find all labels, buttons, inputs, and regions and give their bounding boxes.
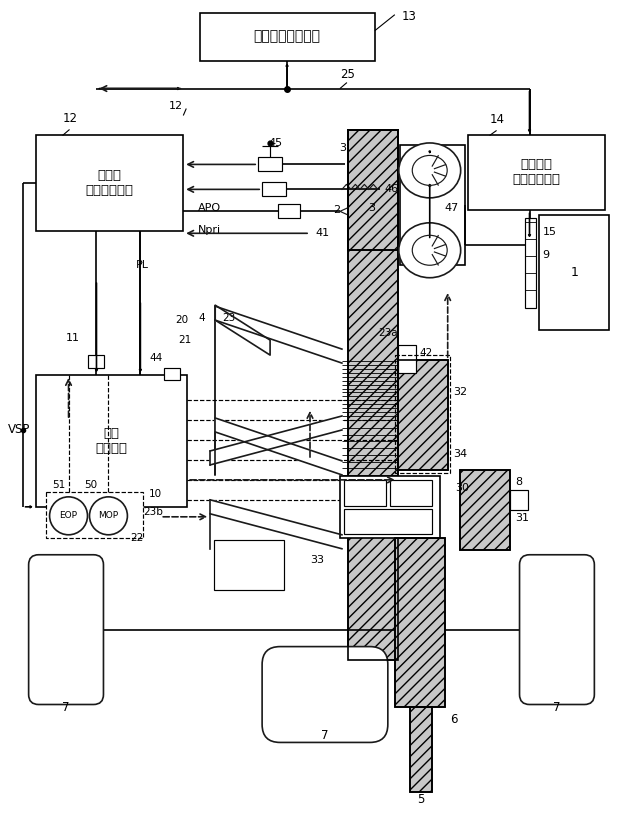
Text: 23: 23: [222, 313, 236, 324]
Bar: [348, 130, 398, 659]
FancyBboxPatch shape: [262, 646, 388, 743]
Text: 14: 14: [490, 114, 504, 126]
Text: 10: 10: [149, 489, 162, 499]
Bar: [344, 480, 386, 506]
Bar: [278, 205, 300, 219]
Text: 6: 6: [450, 713, 457, 726]
Bar: [460, 470, 509, 550]
Text: 23a: 23a: [378, 328, 398, 338]
Text: 34: 34: [453, 449, 468, 459]
Text: APO: APO: [198, 203, 221, 213]
Text: 7: 7: [62, 701, 69, 714]
Bar: [258, 157, 282, 171]
Text: 1: 1: [570, 265, 578, 278]
Bar: [35, 135, 183, 231]
Bar: [398, 345, 415, 373]
Ellipse shape: [399, 223, 461, 278]
Bar: [390, 480, 432, 506]
Text: 31: 31: [516, 513, 529, 523]
Polygon shape: [215, 305, 270, 355]
Bar: [395, 355, 450, 473]
Text: エンジン
コントローラ: エンジン コントローラ: [513, 158, 560, 187]
Text: 44: 44: [149, 353, 162, 363]
Text: 12: 12: [169, 101, 183, 111]
Polygon shape: [215, 418, 342, 475]
Text: 46: 46: [385, 184, 399, 194]
Bar: [348, 130, 398, 659]
Bar: [214, 540, 284, 590]
Bar: [200, 12, 375, 61]
Bar: [400, 146, 465, 265]
Text: Npri: Npri: [198, 225, 221, 235]
Bar: [539, 215, 610, 330]
Text: 22: 22: [131, 533, 144, 543]
Polygon shape: [210, 416, 342, 465]
Ellipse shape: [399, 143, 461, 198]
Text: 統合コントローラ: 統合コントローラ: [254, 29, 320, 43]
Text: 30: 30: [456, 483, 470, 493]
Bar: [410, 708, 432, 792]
Text: 43: 43: [516, 495, 530, 505]
Text: 12: 12: [63, 112, 78, 125]
Text: 47: 47: [445, 203, 459, 213]
Bar: [398, 360, 448, 470]
Bar: [348, 130, 398, 251]
Bar: [88, 355, 104, 368]
Text: 3: 3: [368, 203, 375, 213]
Text: MOP: MOP: [98, 511, 119, 520]
Text: 4: 4: [198, 313, 205, 324]
Text: 11: 11: [65, 333, 80, 343]
Text: 13: 13: [402, 10, 417, 23]
Text: VSP: VSP: [7, 423, 30, 437]
Bar: [262, 183, 286, 197]
Text: 51: 51: [53, 480, 66, 490]
Polygon shape: [210, 500, 342, 549]
Text: 50: 50: [85, 480, 98, 490]
Text: 油圧
制御回路: 油圧 制御回路: [95, 427, 128, 455]
Text: 23b: 23b: [144, 507, 163, 517]
FancyBboxPatch shape: [519, 554, 595, 704]
Bar: [164, 368, 180, 380]
Text: 8: 8: [516, 477, 522, 486]
Bar: [398, 360, 448, 470]
FancyBboxPatch shape: [29, 554, 103, 704]
Text: EOP: EOP: [60, 511, 78, 520]
Polygon shape: [215, 306, 342, 363]
Text: 変速機
コントローラ: 変速機 コントローラ: [85, 170, 134, 197]
Text: 20: 20: [175, 315, 188, 325]
Text: PL: PL: [136, 260, 149, 270]
Text: 9: 9: [542, 251, 550, 260]
Text: 5: 5: [417, 793, 424, 806]
Bar: [45, 492, 144, 538]
Bar: [395, 538, 445, 708]
Bar: [509, 490, 527, 510]
Bar: [340, 476, 440, 538]
Bar: [395, 538, 445, 708]
Bar: [410, 708, 432, 792]
Text: 45: 45: [268, 138, 282, 148]
Bar: [460, 470, 509, 550]
Text: 3: 3: [339, 143, 346, 153]
Bar: [468, 135, 605, 210]
Bar: [344, 509, 432, 534]
Text: 33: 33: [310, 554, 324, 565]
Text: 42: 42: [420, 348, 433, 358]
Text: 7: 7: [553, 701, 560, 714]
Bar: [524, 219, 537, 308]
Bar: [348, 130, 398, 251]
Text: 41: 41: [315, 229, 329, 238]
Bar: [35, 375, 187, 507]
Text: 15: 15: [542, 228, 557, 238]
Text: 7: 7: [321, 729, 328, 742]
Text: 2: 2: [333, 206, 340, 215]
Text: 32: 32: [453, 387, 468, 397]
Text: 21: 21: [179, 335, 192, 345]
Text: 25: 25: [340, 67, 355, 80]
